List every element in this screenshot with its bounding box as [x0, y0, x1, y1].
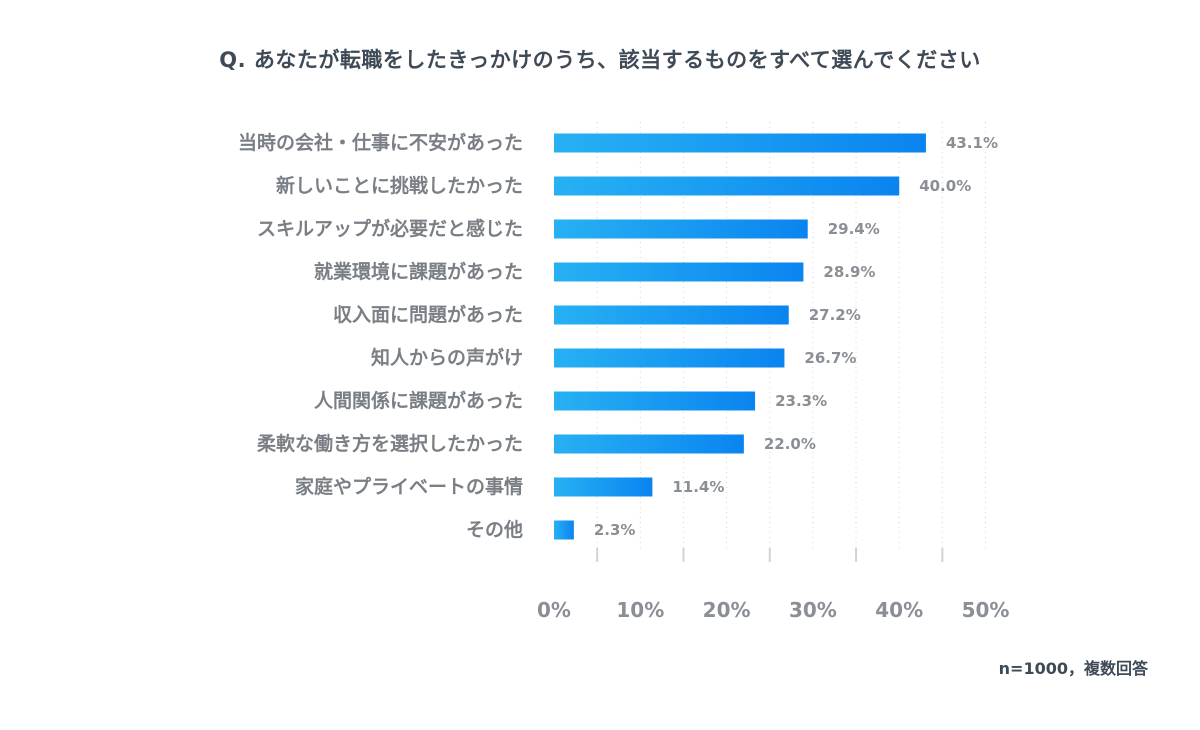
category-label: その他: [466, 518, 523, 541]
axis-tick-marks: [596, 548, 944, 562]
x-axis-tick-labels: 0% 10% 20% 30% 40% 50%: [537, 598, 1009, 622]
x-tick-label: 30%: [789, 598, 837, 622]
bar: [554, 520, 574, 540]
x-tick-label: 20%: [703, 598, 751, 622]
value-label: 23.3%: [775, 392, 827, 410]
value-label: 27.2%: [809, 306, 861, 324]
category-labels: 当時の会社・仕事に不安があった新しいことに挑戦したかったスキルアップが必要だと感…: [238, 131, 523, 541]
value-label: 40.0%: [919, 177, 971, 195]
category-label: 新しいことに挑戦したかった: [276, 174, 523, 197]
bar: [554, 305, 789, 325]
value-label: 29.4%: [828, 220, 880, 238]
value-labels: 43.1% 40.0% 29.4% 28.9% 27.2% 26.7% 23.3% 22.0%…: [594, 134, 998, 539]
category-label: スキルアップが必要だと感じた: [257, 217, 523, 240]
bar: [554, 262, 804, 282]
value-label: 26.7%: [804, 349, 856, 367]
x-tick-label: 10%: [616, 598, 664, 622]
category-label: 家庭やプライベートの事情: [295, 475, 523, 498]
bars: [554, 133, 926, 540]
value-label: 22.0%: [764, 435, 816, 453]
x-tick-label: 0%: [537, 598, 571, 622]
sample-note: n=1000，複数回答: [998, 659, 1148, 678]
value-label: 28.9%: [823, 263, 875, 281]
bar: [554, 434, 744, 454]
category-label: 収入面に問題があった: [333, 303, 523, 326]
bar: [554, 219, 808, 239]
bar: [554, 348, 785, 368]
category-label: 当時の会社・仕事に不安があった: [238, 131, 523, 154]
x-tick-label: 40%: [875, 598, 923, 622]
category-label: 人間関係に課題があった: [314, 389, 523, 412]
x-tick-label: 50%: [962, 598, 1010, 622]
value-label: 43.1%: [946, 134, 998, 152]
value-label: 2.3%: [594, 521, 636, 539]
bar: [554, 133, 926, 153]
bar: [554, 391, 756, 411]
chart-title: Q. あなたが転職をしたきっかけのうち、該当するものをすべて選んでください: [219, 48, 981, 72]
category-label: 就業環境に課題があった: [314, 260, 523, 283]
bar: [554, 477, 653, 497]
bar: [554, 176, 900, 196]
value-label: 11.4%: [672, 478, 724, 496]
category-label: 知人からの声がけ: [371, 346, 523, 369]
category-label: 柔軟な働き方を選択したかった: [257, 432, 523, 455]
